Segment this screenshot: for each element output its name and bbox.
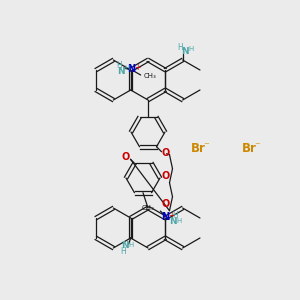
Text: N: N (121, 241, 128, 250)
Text: H: H (116, 61, 122, 70)
Text: H: H (172, 211, 178, 220)
Text: CH₃: CH₃ (142, 205, 154, 211)
Text: N: N (117, 67, 124, 76)
Text: H: H (177, 218, 182, 224)
Text: O: O (122, 152, 130, 162)
Text: O: O (162, 199, 170, 209)
Text: +: + (134, 63, 140, 72)
Text: CH₃: CH₃ (144, 73, 156, 79)
Text: H: H (124, 65, 129, 71)
Text: ⁻: ⁻ (254, 142, 260, 152)
Text: N: N (161, 212, 169, 222)
Text: +: + (168, 211, 175, 220)
Text: Br: Br (190, 142, 206, 155)
Text: N: N (128, 64, 136, 74)
Text: H: H (128, 242, 133, 248)
Text: H: H (188, 46, 193, 52)
Text: ⁻: ⁻ (203, 142, 209, 152)
Text: H: H (177, 43, 182, 52)
Text: O: O (162, 171, 170, 181)
Text: Br: Br (242, 142, 256, 155)
Text: N: N (169, 217, 177, 226)
Text: H: H (120, 247, 126, 256)
Text: N: N (181, 47, 188, 56)
Text: O: O (161, 148, 169, 158)
